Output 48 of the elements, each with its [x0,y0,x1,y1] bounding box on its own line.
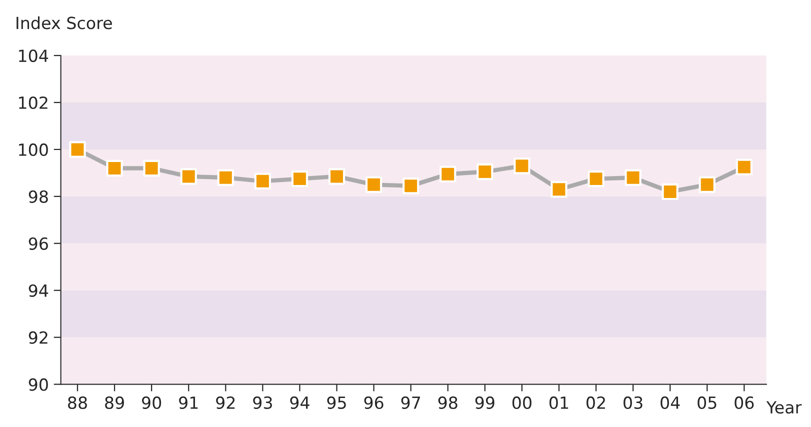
x-tick-label: 01 [549,396,568,410]
point [588,170,604,188]
point [550,181,568,198]
point [180,168,197,185]
x-tick-label: 00 [512,396,532,410]
x-axis-title: Year [766,401,802,414]
point [476,163,494,180]
x-tick-label: 98 [438,396,458,410]
point [624,169,642,186]
point [698,176,716,194]
x-tick-label: 92 [216,396,235,410]
point [402,178,420,194]
x-tick-label: 04 [660,396,680,410]
y-axis-title: Index Score [16,16,112,30]
point [514,158,530,174]
point [328,168,346,185]
x-tick-label: 03 [624,396,642,410]
y-tick-label: 102 [19,96,48,110]
point [143,160,160,177]
point [291,170,308,188]
x-tick-label: 99 [475,396,494,410]
x-tick-label: 96 [364,396,384,410]
y-tick-label: 104 [19,49,48,62]
x-tick-label: 89 [105,396,124,410]
y-tick-label: 94 [28,284,48,297]
x-tick-label: 90 [142,396,162,410]
point [254,172,272,190]
x-tick-label: 06 [734,396,754,410]
x-tick-label: 88 [68,396,87,410]
point [69,141,86,158]
y-tick-label: 100 [19,143,48,156]
x-tick-label: 95 [327,396,346,410]
point [217,169,234,186]
x-tick-label: 05 [698,396,716,410]
y-tick-label: 96 [28,237,48,250]
x-tick-label: 93 [253,396,272,410]
y-tick-label: 92 [28,331,48,344]
point [106,160,123,177]
y-tick-label: 98 [28,190,48,203]
x-tick-label: 97 [401,396,420,410]
point [365,176,382,194]
x-tick-label: 94 [290,396,310,410]
point [440,166,456,182]
x-tick-label: 91 [179,396,198,410]
point [736,158,752,176]
x-tick-label: 02 [586,396,605,410]
y-tick-label: 90 [28,378,48,391]
point [662,183,678,200]
